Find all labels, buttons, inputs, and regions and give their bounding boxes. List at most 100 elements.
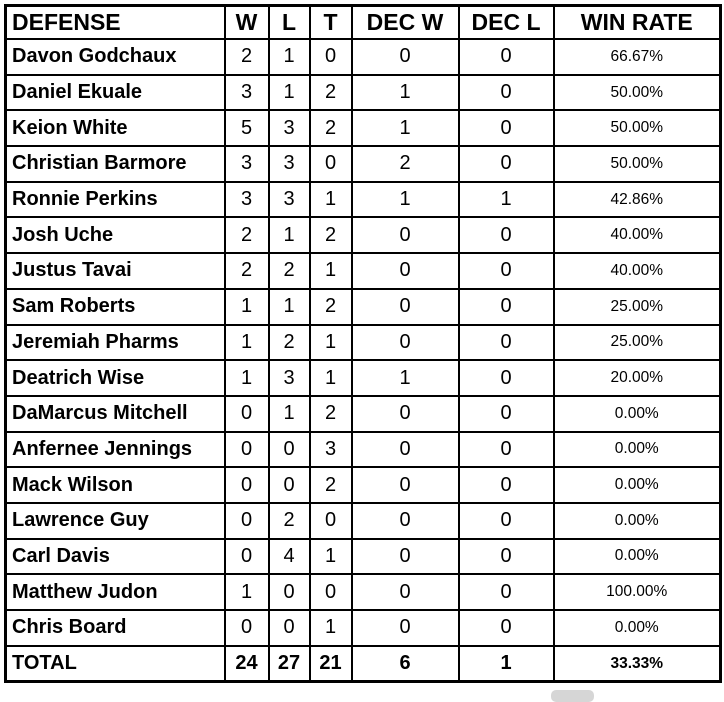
stat-cell: 2 <box>308 216 353 255</box>
stat-cell: 3 <box>223 180 270 219</box>
stat-cell: 0 <box>350 216 460 255</box>
player-name-cell: Josh Uche <box>4 216 226 255</box>
stat-cell: 1 <box>267 73 311 112</box>
total-row: TOTAL 24 27 21 6 1 33.33% <box>4 644 722 683</box>
win-rate-cell: 0.00% <box>552 430 722 469</box>
player-name-cell: Sam Roberts <box>4 287 226 326</box>
stat-cell: 1 <box>267 38 311 76</box>
stat-cell: 0 <box>350 287 460 326</box>
player-name-cell: Ronnie Perkins <box>4 180 226 219</box>
table-row: Carl Davis 0 4 1 0 0 0.00% <box>4 537 722 576</box>
stat-cell: 1 <box>457 644 555 683</box>
player-name-cell: Matthew Judon <box>4 573 226 611</box>
stat-cell: 1 <box>308 323 353 362</box>
win-rate-cell: 42.86% <box>552 180 722 219</box>
stat-cell: 0 <box>223 537 270 576</box>
win-rate-cell: 0.00% <box>552 501 722 540</box>
stat-cell: 6 <box>350 644 460 683</box>
player-name-cell: Justus Tavai <box>4 252 226 290</box>
stat-cell: 0 <box>457 609 555 647</box>
table-row: Daniel Ekuale 3 1 2 1 0 50.00% <box>4 73 722 112</box>
stat-cell: 0 <box>350 430 460 469</box>
player-name-cell: Chris Board <box>4 609 226 647</box>
table-row: Chris Board 0 0 1 0 0 0.00% <box>4 609 722 647</box>
stat-cell: 1 <box>308 609 353 647</box>
stat-cell: 0 <box>457 394 555 433</box>
stat-cell: 24 <box>223 644 270 683</box>
stat-cell: 0 <box>350 501 460 540</box>
stat-cell: 1 <box>350 180 460 219</box>
stat-cell: 0 <box>350 537 460 576</box>
stat-cell: 2 <box>308 466 353 504</box>
win-rate-cell: 0.00% <box>552 609 722 647</box>
stat-cell: 1 <box>267 216 311 255</box>
stat-cell: 0 <box>350 466 460 504</box>
player-name-cell: Anfernee Jennings <box>4 430 226 469</box>
table-row: Justus Tavai 2 2 1 0 0 40.00% <box>4 252 722 290</box>
win-rate-cell: 40.00% <box>552 252 722 290</box>
player-name-cell: Jeremiah Pharms <box>4 323 226 362</box>
stat-cell: 3 <box>223 145 270 183</box>
column-header-w: W <box>223 4 270 40</box>
stat-cell: 0 <box>350 609 460 647</box>
stat-cell: 0 <box>350 38 460 76</box>
stat-cell: 0 <box>223 430 270 469</box>
stat-cell: 2 <box>308 394 353 433</box>
stat-cell: 0 <box>457 216 555 255</box>
stat-cell: 0 <box>457 501 555 540</box>
column-header-defense: DEFENSE <box>4 4 226 40</box>
stat-cell: 0 <box>308 573 353 611</box>
stat-cell: 2 <box>267 252 311 290</box>
win-rate-cell: 0.00% <box>552 537 722 576</box>
stat-cell: 0 <box>223 609 270 647</box>
stat-cell: 1 <box>350 359 460 397</box>
table-row: Deatrich Wise 1 3 1 1 0 20.00% <box>4 359 722 397</box>
stat-cell: 0 <box>350 323 460 362</box>
stat-cell: 0 <box>457 252 555 290</box>
win-rate-cell: 0.00% <box>552 466 722 504</box>
stat-cell: 3 <box>308 430 353 469</box>
stat-cell: 0 <box>267 573 311 611</box>
player-name-cell: Deatrich Wise <box>4 359 226 397</box>
table-row: Matthew Judon 1 0 0 0 0 100.00% <box>4 573 722 611</box>
stat-cell: 0 <box>350 573 460 611</box>
column-header-t: T <box>308 4 353 40</box>
stat-cell: 3 <box>223 73 270 112</box>
player-name-cell: Daniel Ekuale <box>4 73 226 112</box>
player-name-cell: Davon Godchaux <box>4 38 226 76</box>
win-rate-cell: 50.00% <box>552 109 722 148</box>
win-rate-cell: 20.00% <box>552 359 722 397</box>
stat-cell: 0 <box>457 573 555 611</box>
stat-cell: 1 <box>267 394 311 433</box>
stat-cell: 0 <box>223 501 270 540</box>
stat-cell: 0 <box>267 466 311 504</box>
column-header-win-rate: WIN RATE <box>552 4 722 40</box>
stat-cell: 0 <box>308 145 353 183</box>
player-name-cell: Christian Barmore <box>4 145 226 183</box>
player-name-cell: Keion White <box>4 109 226 148</box>
player-name-cell: Mack Wilson <box>4 466 226 504</box>
stat-cell: 2 <box>223 38 270 76</box>
win-rate-cell: 0.00% <box>552 394 722 433</box>
stat-cell: 2 <box>223 216 270 255</box>
stat-cell: 2 <box>350 145 460 183</box>
table-row: Josh Uche 2 1 2 0 0 40.00% <box>4 216 722 255</box>
stat-cell: 0 <box>457 466 555 504</box>
table-row: Sam Roberts 1 1 2 0 0 25.00% <box>4 287 722 326</box>
stat-cell: 1 <box>308 252 353 290</box>
stat-cell: 1 <box>350 73 460 112</box>
table-row: Keion White 5 3 2 1 0 50.00% <box>4 109 722 148</box>
win-rate-cell: 40.00% <box>552 216 722 255</box>
stat-cell: 0 <box>457 109 555 148</box>
stat-cell: 1 <box>267 287 311 326</box>
stat-cell: 0 <box>350 252 460 290</box>
stat-cell: 1 <box>350 109 460 148</box>
stat-cell: 0 <box>457 430 555 469</box>
stat-cell: 1 <box>308 537 353 576</box>
stat-cell: 21 <box>308 644 353 683</box>
stat-cell: 5 <box>223 109 270 148</box>
stat-cell: 0 <box>223 466 270 504</box>
column-header-dec-l: DEC L <box>457 4 555 40</box>
scrollbar-thumb[interactable] <box>551 690 594 702</box>
defense-stats-table-container: DEFENSE W L T DEC W DEC L WIN RATE Davon Godch… <box>4 4 722 684</box>
